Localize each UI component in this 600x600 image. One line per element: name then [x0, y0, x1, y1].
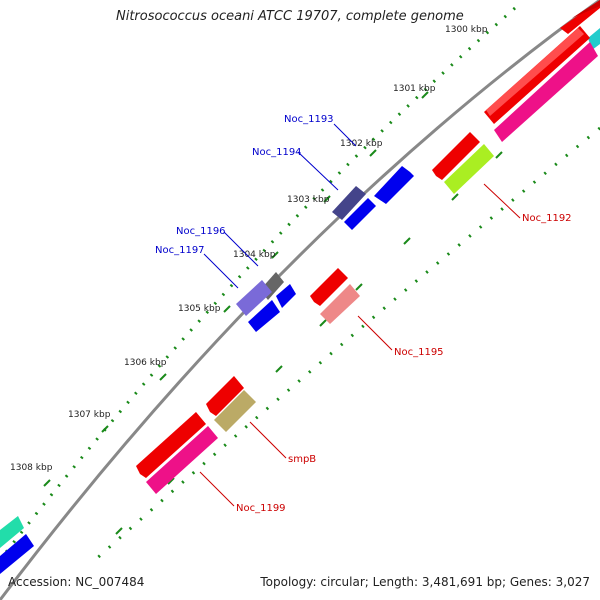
- reverse-ring-dots: [94, 126, 600, 562]
- scale-label: 1307 kbp: [68, 410, 111, 420]
- feature-pink-large[interactable]: [494, 42, 598, 142]
- genome-summary-text: Topology: circular; Length: 3,481,691 bp…: [260, 575, 590, 589]
- scale-label: 1300 kbp: [445, 25, 488, 35]
- scale-label: 1308 kbp: [10, 463, 53, 473]
- feature-noc-1193[interactable]: [374, 166, 414, 204]
- gene-label-noc-1197[interactable]: Noc_1197: [155, 245, 205, 256]
- gene-label-noc-1193[interactable]: Noc_1193: [284, 114, 334, 125]
- gene-label-noc-1196[interactable]: Noc_1196: [176, 226, 226, 237]
- feature-reverse-cds-large[interactable]: [484, 26, 590, 124]
- accession-text: Accession: NC_007484: [8, 575, 145, 589]
- scale-label: 1304 kbp: [233, 250, 276, 260]
- feature-bottomleft[interactable]: [0, 516, 34, 574]
- scale-ring-dots: [0, 6, 516, 561]
- gene-label-noc-1195[interactable]: Noc_1195: [394, 347, 444, 358]
- map-title: Nitrosococcus oceani ATCC 19707, complet…: [116, 9, 464, 24]
- feature-noc-1192[interactable]: [432, 132, 494, 194]
- scale-label: 1302 kbp: [340, 139, 383, 149]
- gene-label-smpb[interactable]: smpB: [288, 454, 316, 465]
- gene-label-noc-1192[interactable]: Noc_1192: [522, 213, 572, 224]
- label-connectors: [199, 123, 521, 507]
- feature-noc-1195[interactable]: [310, 268, 360, 324]
- scale-label: 1303 kbp: [287, 195, 330, 205]
- feature-noc-1194[interactable]: [332, 186, 376, 230]
- scale-label: 1306 kbp: [124, 358, 167, 368]
- gene-label-noc-1194[interactable]: Noc_1194: [252, 147, 302, 158]
- gene-label-noc-1199[interactable]: Noc_1199: [236, 503, 286, 514]
- scale-label: 1305 kbp: [178, 304, 221, 314]
- feature-reverse-topright[interactable]: [560, 0, 600, 34]
- scale-ticks: [43, 91, 429, 487]
- feature-noc-1199[interactable]: [136, 412, 218, 494]
- feature-noc-1197[interactable]: [236, 280, 280, 332]
- scale-label: 1301 kbp: [393, 84, 436, 94]
- feature-smpb[interactable]: [206, 376, 256, 432]
